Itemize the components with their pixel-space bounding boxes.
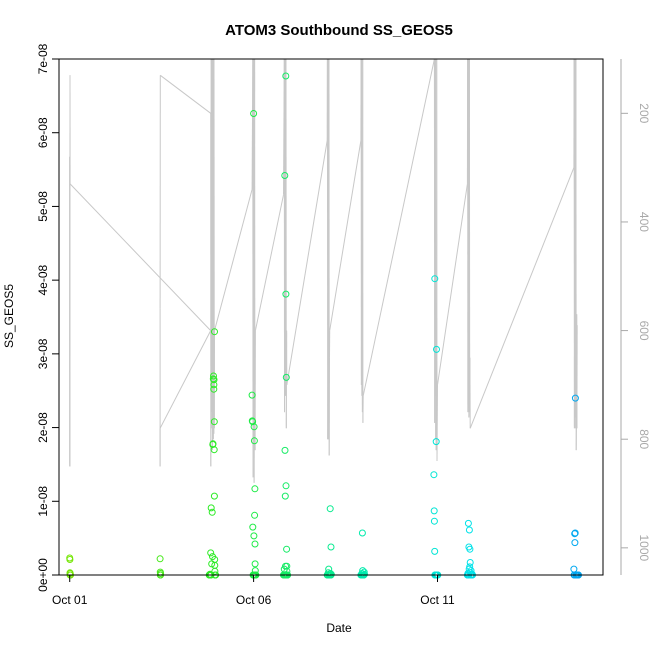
data-point — [283, 545, 291, 553]
y-tick-label: 0e+00 — [36, 558, 50, 592]
data-point — [361, 570, 368, 578]
right-y-tick-label: 400 — [637, 212, 650, 232]
data-point — [250, 437, 258, 445]
x-tick-label: Oct 06 — [236, 593, 272, 607]
data-point — [571, 529, 579, 537]
data-point — [211, 567, 219, 575]
pressure-segment — [362, 59, 435, 396]
y-tick-label: 4e-08 — [36, 264, 50, 295]
y-axis-label: SS_GEOS5 — [2, 284, 16, 348]
pressure-segment — [159, 74, 212, 114]
data-point — [571, 394, 579, 402]
data-point — [210, 492, 218, 500]
data-point — [251, 511, 259, 519]
data-point — [210, 385, 218, 393]
data-point — [251, 540, 259, 548]
data-point — [251, 485, 259, 493]
data-point — [210, 446, 218, 454]
pressure-segment — [286, 140, 328, 385]
data-point — [358, 529, 366, 537]
data-point — [359, 567, 367, 575]
y-tick-label: 6e-08 — [36, 117, 50, 148]
data-point — [211, 328, 218, 336]
pressure-segment — [469, 167, 575, 429]
pressure-segment — [436, 384, 438, 461]
data-point — [251, 567, 259, 575]
data-point — [207, 549, 215, 557]
data-point — [571, 539, 579, 547]
pressure-segment — [214, 189, 253, 331]
x-axis-label: Date — [326, 621, 352, 635]
data-point — [431, 275, 439, 283]
data-point — [433, 345, 440, 353]
data-point — [250, 532, 258, 540]
y-tick-label: 3e-08 — [36, 338, 50, 369]
x-tick-label: Oct 01 — [52, 593, 88, 607]
data-point — [281, 172, 289, 179]
data-point — [282, 72, 290, 80]
data-point — [282, 290, 290, 298]
data-point — [156, 555, 164, 563]
data-point — [248, 391, 256, 399]
data-point — [207, 504, 215, 512]
y-tick-label: 2e-08 — [36, 412, 50, 443]
y-tick-label: 7e-08 — [36, 43, 50, 74]
data-point — [250, 110, 258, 117]
pressure-segment — [69, 183, 212, 331]
data-point — [327, 570, 335, 578]
data-point — [208, 508, 216, 516]
y-tick-label: 5e-08 — [36, 191, 50, 222]
data-point — [326, 505, 334, 513]
pressure-segment — [159, 330, 212, 429]
axes: 0e+00 1e-08 2e-08 3e-08 4e-08 5e-08 6e-08 7e-08… — [36, 43, 650, 607]
pressure-segment — [254, 194, 284, 331]
right-y-tick-label: 1000 — [637, 534, 650, 561]
y-tick-label: 1e-08 — [36, 486, 50, 517]
data-point — [210, 381, 218, 389]
plot-frame — [58, 58, 604, 576]
data-point — [327, 543, 335, 551]
chart-title: ATOM3 Southbound SS_GEOS5 — [225, 22, 453, 39]
data-point — [281, 492, 289, 500]
data-point — [281, 446, 289, 454]
pressure-segment — [329, 140, 362, 331]
data-point — [430, 517, 438, 525]
data-point — [283, 562, 291, 570]
data-point — [210, 376, 218, 384]
data-point — [466, 545, 474, 553]
data-point — [467, 567, 475, 575]
data-point — [210, 418, 218, 426]
data-point — [431, 547, 439, 555]
data-point — [251, 560, 259, 568]
data-point — [465, 526, 473, 534]
data-point — [282, 373, 290, 381]
data-point — [250, 423, 258, 431]
data-point — [249, 523, 257, 531]
right-y-tick-label: 800 — [637, 429, 650, 449]
data-point — [432, 438, 440, 446]
data-point — [157, 570, 165, 577]
data-point — [249, 418, 257, 426]
x-tick-label: Oct 11 — [420, 593, 455, 607]
data-point — [430, 507, 438, 515]
data-point — [430, 471, 438, 479]
right-y-tick-label: 600 — [637, 321, 650, 341]
pressure-segment — [437, 183, 468, 385]
data-point — [282, 482, 290, 490]
data-point — [466, 559, 474, 566]
data-point — [66, 556, 74, 563]
right-y-tick-label: 200 — [637, 103, 650, 123]
data-point — [210, 372, 217, 380]
data-point — [464, 519, 472, 527]
